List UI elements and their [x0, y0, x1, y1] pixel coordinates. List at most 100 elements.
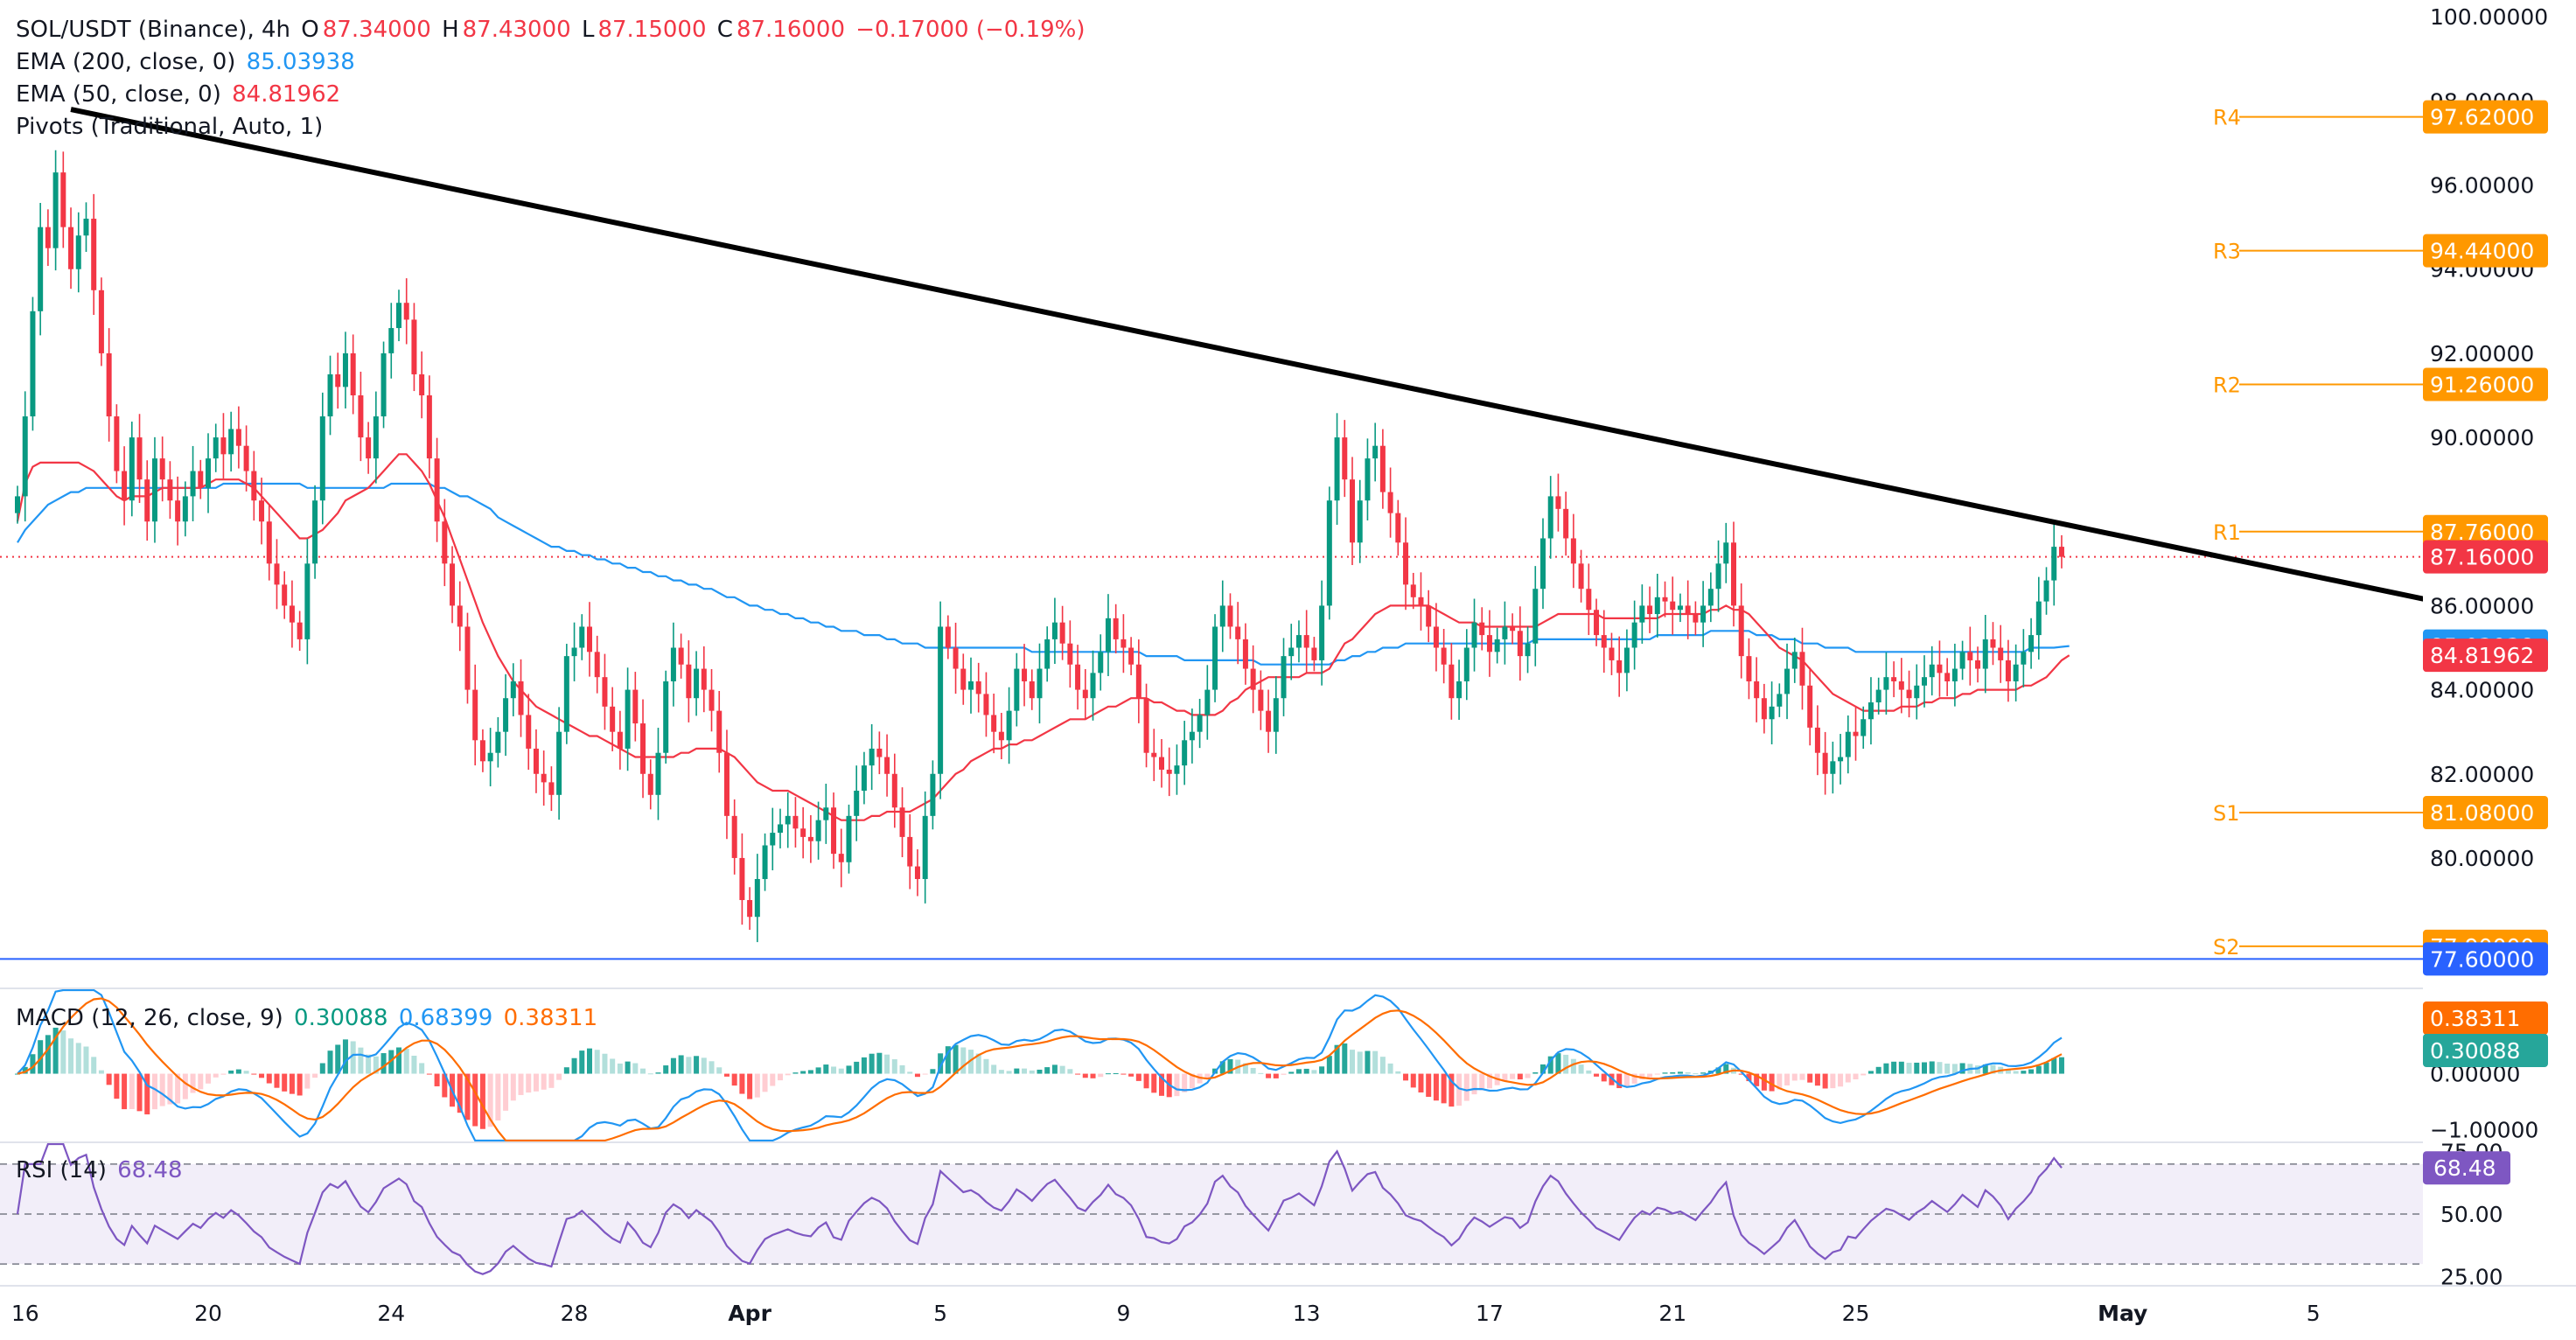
candle-body[interactable]	[1830, 761, 1836, 774]
candle-body[interactable]	[411, 319, 417, 374]
candle-body[interactable]	[1433, 626, 1439, 648]
ema50-legend[interactable]: EMA (50, close, 0) 84.81962	[16, 79, 344, 110]
candle-body[interactable]	[1784, 668, 1791, 694]
candle-body[interactable]	[846, 815, 852, 862]
candle-body[interactable]	[312, 500, 318, 564]
candle-body[interactable]	[396, 303, 401, 329]
candle-body[interactable]	[876, 748, 883, 757]
candle-body[interactable]	[1105, 618, 1111, 653]
candle-body[interactable]	[541, 773, 547, 783]
candle-body[interactable]	[1746, 656, 1752, 681]
candle-body[interactable]	[587, 626, 592, 653]
candle-body[interactable]	[297, 622, 303, 639]
candle-body[interactable]	[388, 328, 394, 353]
candle-body[interactable]	[1006, 710, 1012, 741]
candle-body[interactable]	[1029, 680, 1035, 699]
candle-body[interactable]	[274, 563, 280, 585]
macd-signal-line[interactable]	[17, 997, 2063, 1142]
candle-body[interactable]	[1044, 639, 1051, 669]
candle-body[interactable]	[1456, 680, 1463, 699]
candle-body[interactable]	[1449, 664, 1455, 699]
rsi-line[interactable]	[16, 1142, 2063, 1275]
candle-body[interactable]	[1525, 643, 1531, 657]
candle-body[interactable]	[1937, 664, 1943, 673]
candle-body[interactable]	[114, 416, 120, 471]
candle-body[interactable]	[1128, 647, 1134, 665]
candle-body[interactable]	[136, 437, 143, 480]
candle-body[interactable]	[1891, 677, 1897, 681]
candle-body[interactable]	[991, 715, 997, 732]
candle-body[interactable]	[75, 235, 81, 269]
candle-body[interactable]	[1853, 731, 1859, 736]
candle-body[interactable]	[1990, 639, 1996, 648]
candle-body[interactable]	[350, 352, 356, 395]
candle-body[interactable]	[1875, 689, 1881, 703]
price-pane[interactable]: R4 R3 R2 R1 S1 S2	[0, 106, 2436, 960]
candle-body[interactable]	[1967, 652, 1973, 660]
candle-body[interactable]	[1799, 652, 1805, 686]
candle-body[interactable]	[380, 352, 387, 417]
candle-body[interactable]	[1609, 647, 1615, 660]
candle-body[interactable]	[1639, 605, 1645, 623]
candle-body[interactable]	[129, 437, 135, 501]
candle-body[interactable]	[144, 479, 150, 522]
candle-body[interactable]	[533, 748, 539, 774]
candle-body[interactable]	[1777, 694, 1783, 707]
candle-body[interactable]	[884, 757, 890, 774]
candle-body[interactable]	[1807, 685, 1813, 728]
candle-body[interactable]	[1372, 445, 1379, 459]
candle-body[interactable]	[526, 715, 532, 749]
candle-body[interactable]	[1761, 698, 1767, 720]
candle-body[interactable]	[450, 563, 456, 606]
candle-body[interactable]	[960, 668, 967, 690]
candle-body[interactable]	[602, 677, 608, 707]
candle-body[interactable]	[1570, 538, 1576, 564]
pivots-legend[interactable]: Pivots (Traditional, Auto, 1)	[16, 111, 326, 143]
candle-body[interactable]	[366, 437, 372, 459]
candle-body[interactable]	[122, 471, 128, 501]
candle-body[interactable]	[563, 656, 569, 732]
candle-body[interactable]	[1113, 618, 1119, 639]
candle-body[interactable]	[1326, 500, 1332, 606]
candle-body[interactable]	[1616, 660, 1623, 673]
macd-legend[interactable]: MACD (12, 26, close, 9) 0.30088 0.68399 …	[16, 1002, 601, 1034]
candle-body[interactable]	[709, 689, 715, 711]
candle-body[interactable]	[1082, 689, 1088, 699]
candle-body[interactable]	[175, 500, 181, 522]
candle-body[interactable]	[83, 219, 89, 236]
candle-body[interactable]	[251, 471, 257, 501]
candle-body[interactable]	[426, 395, 432, 459]
candle-body[interactable]	[930, 773, 936, 816]
candle-body[interactable]	[198, 471, 204, 488]
ema200-legend[interactable]: EMA (200, close, 0) 85.03938	[16, 46, 359, 78]
candle-body[interactable]	[1547, 496, 1553, 539]
time-axis[interactable]: 16 20 24 28 Apr 5 9 13 17 21 25 May 5	[11, 1301, 2321, 1326]
candle-body[interactable]	[854, 791, 860, 816]
descending-trendline[interactable]	[70, 107, 2436, 604]
ema50-line[interactable]	[16, 453, 2070, 821]
candle-body[interactable]	[1471, 622, 1477, 648]
candle-body[interactable]	[571, 647, 577, 657]
candle-body[interactable]	[792, 815, 799, 829]
candle-body[interactable]	[1174, 765, 1180, 774]
candle-body[interactable]	[442, 521, 448, 564]
candle-body[interactable]	[38, 227, 44, 311]
candle-body[interactable]	[548, 782, 555, 795]
candle-body[interactable]	[1814, 727, 1820, 753]
candle-body[interactable]	[1067, 643, 1073, 665]
candle-body[interactable]	[1693, 614, 1699, 623]
candle-body[interactable]	[1707, 589, 1714, 606]
candle-body[interactable]	[1258, 689, 1264, 711]
candle-body[interactable]	[922, 815, 928, 879]
candle-body[interactable]	[694, 668, 700, 699]
candle-body[interactable]	[518, 680, 524, 715]
candle-body[interactable]	[1685, 605, 1691, 615]
candle-body[interactable]	[2043, 580, 2049, 602]
candle-body[interactable]	[739, 857, 745, 901]
candle-body[interactable]	[1510, 626, 1516, 632]
candle-body[interactable]	[1090, 673, 1096, 699]
candle-body[interactable]	[1403, 542, 1409, 585]
candle-body[interactable]	[1654, 597, 1660, 615]
candle-body[interactable]	[1266, 710, 1272, 732]
candle-body[interactable]	[2028, 635, 2035, 653]
